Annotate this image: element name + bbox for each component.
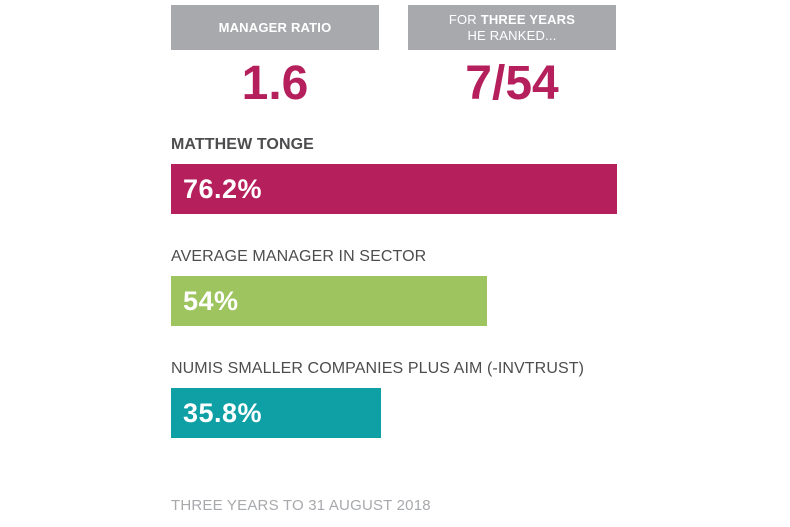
manager-ratio-value: 1.6	[241, 57, 309, 110]
manager-ratio-box: MANAGER RATIO	[171, 5, 379, 50]
manager-ratio-label: MANAGER RATIO	[218, 19, 332, 35]
ranked-label-pre: FOR	[448, 11, 481, 27]
bar-2	[171, 388, 381, 438]
series-label-2: NUMIS SMALLER COMPANIES PLUS AIM (-INVTR…	[171, 360, 585, 377]
bar-value-label-0: 76.2%	[183, 174, 263, 204]
ranked-label-line2: HE RANKED...	[467, 27, 557, 43]
series-label-1: AVERAGE MANAGER IN SECTOR	[171, 248, 427, 265]
bar-value-label-2: 35.8%	[183, 398, 263, 428]
ranked-box: FOR THREE YEARS HE RANKED...	[408, 5, 616, 50]
ranked-value: 7/54	[465, 57, 559, 110]
ranked-label-line1: FOR THREE YEARS	[449, 12, 575, 28]
footnote: THREE YEARS TO 31 AUGUST 2018	[171, 497, 431, 514]
bar-value-label-1: 54%	[183, 286, 239, 316]
bar-1	[171, 276, 487, 326]
bar-0	[171, 164, 617, 214]
ranked-label-bold: THREE YEARS	[480, 11, 576, 27]
series-label-0: MATTHEW TONGE	[171, 136, 314, 153]
